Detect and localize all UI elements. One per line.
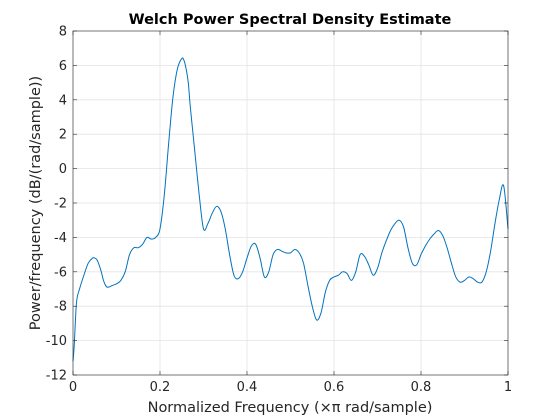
x-tick-labels: 0 0.2 0.4 0.6 0.8 1 — [69, 380, 512, 395]
y-tick-label: 0 — [59, 162, 67, 177]
x-tick-label: 0.4 — [237, 380, 258, 395]
x-axis-label: Normalized Frequency (×π rad/sample) — [148, 400, 433, 416]
x-tick-label: 1 — [504, 380, 512, 395]
y-tick-label: 2 — [59, 128, 67, 143]
psd-series-line — [72, 57, 509, 362]
y-tick-label: -2 — [54, 197, 67, 212]
y-axis-label: Power/frequency (dB/(rad/sample)) — [28, 76, 44, 330]
y-tick-label: -8 — [54, 300, 67, 315]
y-tick-label: 4 — [59, 93, 67, 108]
y-tick-label: -6 — [54, 265, 67, 280]
y-tick-label: 6 — [59, 59, 67, 74]
x-tick-label: 0.6 — [324, 380, 345, 395]
y-tick-label: 8 — [59, 25, 67, 40]
y-tick-label: -12 — [46, 369, 67, 384]
tick-marks — [72, 30, 509, 376]
x-tick-label: 0.2 — [150, 380, 171, 395]
y-tick-labels: -12 -10 -8 -6 -4 -2 0 2 4 6 8 — [46, 25, 67, 384]
x-tick-label: 0 — [69, 380, 77, 395]
chart-title: Welch Power Spectral Density Estimate — [129, 12, 452, 28]
y-tick-label: -10 — [46, 334, 67, 349]
series-group — [72, 57, 509, 362]
y-tick-label: -4 — [54, 231, 67, 246]
x-tick-label: 0.8 — [411, 380, 432, 395]
